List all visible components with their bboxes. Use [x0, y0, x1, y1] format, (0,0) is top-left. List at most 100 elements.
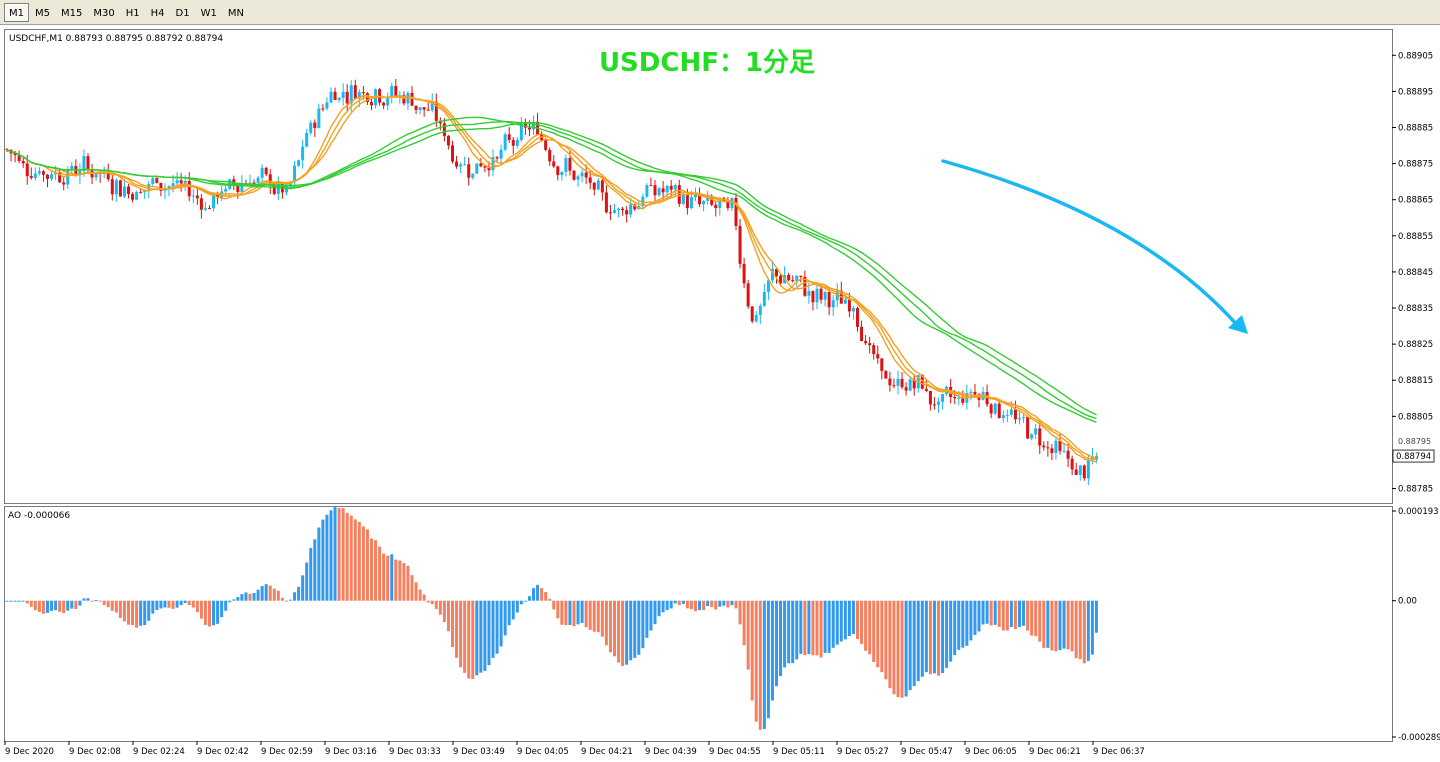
- ao-bar: [742, 600, 746, 646]
- ao-bar: [592, 600, 596, 632]
- ao-bar: [1094, 600, 1098, 633]
- ao-bar: [1022, 600, 1026, 626]
- ao-bar: [993, 600, 997, 625]
- time-tick-label: 9 Dec 05:27: [837, 747, 889, 757]
- ao-bar: [487, 600, 491, 666]
- timeframe-button-m1[interactable]: M1: [4, 3, 29, 22]
- ao-bar: [819, 600, 823, 658]
- candle: [515, 137, 519, 149]
- ao-bar: [1050, 600, 1054, 651]
- candle: [791, 275, 795, 283]
- candle: [1022, 412, 1026, 423]
- candle: [122, 178, 126, 198]
- time-tick-label: 9 Dec 05:47: [901, 747, 953, 757]
- candle: [305, 128, 309, 148]
- candle: [552, 155, 556, 169]
- chart-symbol-info: USDCHF,M1 0.88793 0.88795 0.88792 0.8879…: [9, 34, 223, 44]
- ao-bar: [617, 600, 621, 663]
- candle: [872, 342, 876, 360]
- candle: [758, 303, 762, 324]
- candle: [313, 119, 317, 137]
- ao-bar: [191, 600, 195, 608]
- ao-bar: [135, 600, 139, 628]
- ao-bar: [374, 540, 378, 601]
- candle: [604, 185, 608, 214]
- price-tick-label: 0.88875: [1398, 160, 1433, 170]
- ao-bar: [1058, 600, 1062, 651]
- timeframe-button-m15[interactable]: M15: [61, 8, 83, 19]
- candle: [131, 191, 135, 203]
- ao-bar: [811, 600, 815, 656]
- time-tick-label: 9 Dec 06:05: [965, 747, 1017, 757]
- timeframe-button-mn[interactable]: MN: [227, 8, 244, 19]
- ao-panel-frame: [4, 506, 1393, 742]
- ao-bar: [758, 600, 762, 730]
- candle: [629, 197, 633, 218]
- ao-bar: [329, 510, 333, 601]
- ao-bar: [471, 600, 475, 679]
- ao-bar: [896, 600, 900, 698]
- candle: [856, 306, 859, 332]
- chart-overlay-title: USDCHF：1分足: [599, 48, 815, 78]
- candle: [203, 202, 207, 212]
- ao-axis: 0.000193 0.00 -0.000289: [1392, 507, 1440, 743]
- candle: [847, 292, 851, 318]
- price-tick-label: 0.88815: [1398, 376, 1433, 386]
- ao-bar: [961, 600, 965, 648]
- candle: [868, 336, 872, 354]
- ao-bar: [353, 519, 357, 601]
- ao-bar: [641, 600, 645, 649]
- timeframe-button-h4[interactable]: H4: [150, 8, 165, 19]
- timeframe-button-w1[interactable]: W1: [200, 8, 217, 19]
- price-tick-label: 0.88885: [1398, 123, 1433, 133]
- ao-bar: [596, 600, 600, 633]
- candle: [1082, 464, 1086, 481]
- ao-bar: [313, 539, 317, 601]
- timeframe-toolbar: M1 M5 M15 M30 H1 H4 D1 W1 MN: [0, 0, 1440, 25]
- candle: [155, 177, 159, 184]
- ao-bar: [677, 600, 681, 606]
- candle: [167, 185, 171, 197]
- timeframe-button-d1[interactable]: D1: [175, 8, 190, 19]
- ao-bar: [608, 600, 612, 653]
- ao-bar: [851, 600, 855, 634]
- ao-bar: [1074, 600, 1078, 659]
- ao-bar: [410, 575, 414, 601]
- ao-bar: [791, 600, 795, 664]
- ao-bar: [888, 600, 892, 689]
- ao-bar: [224, 600, 228, 611]
- ao-bar: [1046, 600, 1050, 648]
- timeframe-button-h1[interactable]: H1: [125, 8, 140, 19]
- ao-bar: [673, 600, 677, 604]
- price-tick-label: 0.88895: [1398, 87, 1433, 97]
- candle: [118, 179, 122, 197]
- ao-bar: [718, 600, 722, 607]
- candle: [928, 390, 932, 411]
- candle: [803, 270, 807, 297]
- ao-bar: [276, 590, 280, 601]
- candle: [442, 118, 446, 142]
- candle: [212, 193, 216, 212]
- ao-bar: [762, 600, 766, 729]
- candle: [892, 378, 896, 389]
- timeframe-button-m5[interactable]: M5: [35, 8, 50, 19]
- ao-bar: [357, 521, 361, 601]
- candle: [341, 83, 345, 106]
- time-tick-label: 9 Dec 2020: [5, 747, 54, 757]
- candle: [495, 156, 499, 162]
- ao-bar: [965, 600, 969, 646]
- ao-bar: [730, 600, 734, 606]
- ao-bar: [434, 600, 438, 609]
- candle: [572, 170, 576, 181]
- timeframe-button-m30[interactable]: M30: [93, 8, 115, 19]
- candle: [649, 177, 653, 187]
- ao-bar: [1062, 600, 1066, 649]
- ao-bar: [572, 600, 576, 627]
- candle: [414, 105, 418, 115]
- ao-bar: [694, 600, 697, 612]
- time-tick-label: 9 Dec 03:16: [325, 747, 377, 757]
- ao-bar: [985, 600, 989, 624]
- candle: [418, 106, 422, 115]
- ao-bar: [1001, 600, 1005, 631]
- ao-bar: [260, 586, 264, 601]
